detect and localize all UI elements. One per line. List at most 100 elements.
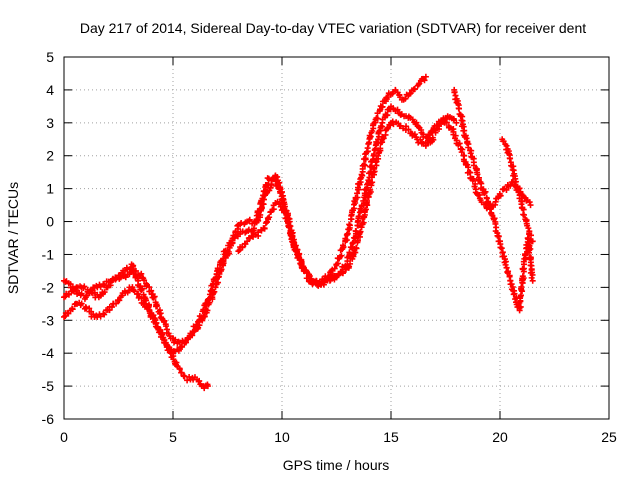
data-marker [175, 347, 182, 354]
data-marker [242, 219, 249, 226]
data-marker [372, 119, 379, 126]
y-tick-label: 0 [46, 214, 54, 230]
data-marker [384, 112, 391, 119]
data-marker [367, 133, 374, 140]
y-tick-label: -5 [42, 378, 55, 394]
data-marker [189, 332, 196, 339]
data-marker [97, 283, 104, 290]
data-marker [152, 323, 159, 330]
data-marker [434, 122, 441, 129]
data-marker [215, 279, 222, 286]
data-marker [511, 173, 518, 180]
data-marker [497, 192, 504, 199]
data-marker [413, 134, 420, 141]
data-marker [430, 124, 437, 131]
data-marker [90, 311, 97, 318]
y-tick-label: -4 [42, 345, 55, 361]
data-marker [206, 299, 213, 306]
data-marker [367, 186, 374, 193]
data-marker [526, 249, 533, 256]
data-marker [176, 366, 183, 373]
data-marker [520, 265, 527, 272]
data-marker [455, 105, 462, 112]
x-tick-label: 5 [169, 429, 177, 445]
data-marker [379, 103, 386, 110]
data-marker [101, 311, 108, 318]
data-marker [163, 329, 170, 336]
data-marker [481, 190, 488, 197]
y-tick-label: -6 [42, 411, 55, 427]
data-marker [517, 295, 524, 302]
data-marker [392, 107, 399, 114]
data-marker [362, 206, 369, 213]
data-marker [469, 177, 476, 184]
data-marker [519, 273, 526, 280]
data-marker [475, 176, 482, 183]
data-marker [333, 274, 340, 281]
data-marker [78, 290, 85, 297]
data-marker [505, 268, 512, 275]
data-marker [138, 287, 145, 294]
data-marker [225, 248, 232, 255]
data-marker [447, 124, 454, 131]
series-satellite-track-D [235, 116, 534, 288]
series-satellite-track-A [61, 73, 429, 357]
data-marker [458, 149, 465, 156]
data-marker [112, 274, 119, 281]
y-tick-label: 1 [46, 181, 54, 197]
data-marker [266, 214, 273, 221]
data-marker [65, 310, 72, 317]
data-marker [472, 186, 479, 193]
data-marker [492, 201, 499, 208]
data-marker [507, 182, 514, 189]
data-marker [242, 241, 249, 248]
data-marker [178, 369, 185, 376]
data-marker [150, 294, 157, 301]
data-marker [502, 141, 509, 148]
x-tick-label: 15 [383, 429, 399, 445]
data-marker [152, 316, 159, 323]
y-tick-label: 3 [46, 115, 54, 131]
data-marker [502, 261, 509, 268]
data-marker [320, 281, 327, 288]
data-marker [242, 229, 249, 236]
data-marker [529, 271, 536, 278]
data-marker [124, 271, 131, 278]
data-marker [204, 307, 211, 314]
data-marker [366, 132, 373, 139]
data-marker [239, 244, 246, 251]
grid-lines [64, 57, 609, 419]
data-marker [107, 279, 114, 286]
data-marker [72, 300, 79, 307]
data-marker [285, 224, 292, 231]
data-marker [363, 199, 370, 206]
data-marker [362, 156, 369, 163]
x-tick-label: 0 [60, 429, 68, 445]
data-marker [218, 266, 225, 273]
data-marker [184, 336, 191, 343]
data-marker [365, 140, 372, 147]
data-marker [181, 339, 188, 346]
data-marker [354, 190, 361, 197]
data-marker [116, 297, 123, 304]
data-marker [179, 343, 186, 350]
data-marker [65, 280, 72, 287]
data-marker [78, 300, 85, 307]
data-marker [346, 221, 353, 228]
data-marker [334, 260, 341, 267]
data-marker [353, 245, 360, 252]
data-marker [360, 219, 367, 226]
data-series [61, 73, 536, 392]
data-marker [518, 285, 525, 292]
data-marker [511, 290, 518, 297]
data-marker [520, 211, 527, 218]
data-marker [261, 225, 268, 232]
data-marker [361, 209, 368, 216]
data-marker [357, 228, 364, 235]
data-marker [264, 175, 271, 182]
data-marker [340, 243, 347, 250]
data-marker [254, 229, 261, 236]
data-marker [474, 171, 481, 178]
series-satellite-track-B [61, 261, 211, 392]
